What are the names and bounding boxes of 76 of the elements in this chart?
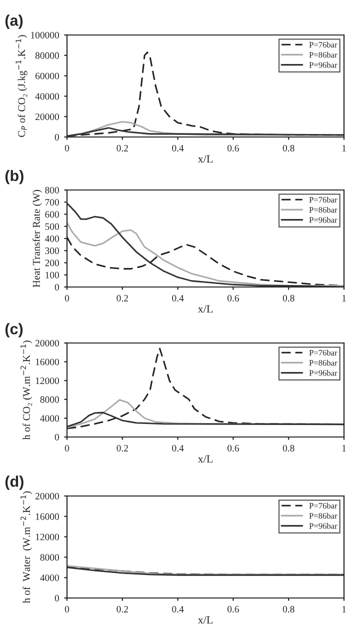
y-tick-label: 0 xyxy=(54,134,59,140)
x-tick-label: 0.2 xyxy=(116,294,128,302)
x-tick-label: 0.8 xyxy=(282,606,294,613)
y-axis-title: Heat Transfer Rate (W) xyxy=(32,190,42,288)
y-tick-label: 20000 xyxy=(35,492,59,500)
y-axis-title: h of Water (W.m$^{−2}$.K$^{−1}$) xyxy=(20,491,32,604)
x-tick-label: 0 xyxy=(64,606,70,612)
y-tick-label: 60000 xyxy=(35,72,59,80)
y-tick-label: 400 xyxy=(44,235,59,242)
y-tick-label: 16000 xyxy=(36,513,59,520)
y-tick-label: 20000 xyxy=(35,114,59,120)
chart-title: (b) xyxy=(5,170,24,184)
y-tick-label: 12000 xyxy=(36,534,59,540)
legend-label: P=76bar xyxy=(309,350,338,356)
chart-title: (a) xyxy=(5,14,23,29)
x-tick-label: 0 xyxy=(64,444,70,452)
y-tick-label: 4000 xyxy=(40,415,59,422)
y-tick-label: 80000 xyxy=(35,52,59,59)
legend-label: P=86bar xyxy=(309,512,338,519)
x-tick-label: 0.4 xyxy=(172,606,184,613)
x-tick-label: 0.6 xyxy=(227,606,239,613)
x-tick-label: 1 xyxy=(342,144,346,152)
legend-label: P=86bar xyxy=(309,206,338,213)
line-series xyxy=(67,412,344,428)
legend-label: P=76bar xyxy=(309,502,338,509)
x-axis-title: x/L xyxy=(198,455,213,463)
y-tick-label: 40000 xyxy=(35,93,59,100)
y-tick-label: 20000 xyxy=(35,340,59,346)
y-axis-title: C$_{P}$ of CO₂ (J.kg$^{−1}$.K$^{−1}$) xyxy=(16,35,28,137)
chart-title: (d) xyxy=(5,476,24,490)
y-axis-title: h of CO₂ (W.m$^{−2}$.K$^{−1}$) xyxy=(20,340,32,440)
legend-label: P=96bar xyxy=(309,62,338,68)
legend-label: P=96bar xyxy=(309,522,338,529)
legend-label: P=86bar xyxy=(309,52,338,58)
y-tick-label: 4000 xyxy=(40,574,59,582)
y-tick-label: 16000 xyxy=(36,358,59,366)
x-tick-label: 1 xyxy=(342,294,346,302)
y-tick-label: 0 xyxy=(54,594,59,602)
x-tick-label: 0.4 xyxy=(172,294,184,302)
x-tick-label: 1 xyxy=(342,606,346,612)
legend-label: P=76bar xyxy=(309,42,338,48)
y-tick-label: 100000 xyxy=(31,32,59,38)
x-tick-label: 0.2 xyxy=(116,444,128,452)
x-tick-label: 0.4 xyxy=(172,444,184,452)
x-tick-label: 0.8 xyxy=(282,294,294,302)
y-tick-label: 500 xyxy=(45,223,59,230)
legend-label: P=96bar xyxy=(309,370,338,376)
x-tick-label: 0.8 xyxy=(282,444,294,452)
chart-title: (c) xyxy=(5,323,23,338)
y-tick-label: 0 xyxy=(54,434,59,440)
y-tick-label: 300 xyxy=(45,248,59,254)
x-axis-title: x/L xyxy=(198,305,213,313)
y-tick-label: 200 xyxy=(45,260,59,266)
x-tick-label: 0 xyxy=(64,144,70,152)
x-tick-label: 1 xyxy=(342,444,346,452)
x-tick-label: 0 xyxy=(64,294,70,302)
x-tick-label: 0.8 xyxy=(282,144,294,152)
y-tick-label: 8000 xyxy=(40,554,59,561)
y-tick-label: 8000 xyxy=(40,396,59,403)
x-tick-label: 0.2 xyxy=(116,144,128,152)
y-tick-label: 800 xyxy=(45,186,59,194)
x-tick-label: 0.6 xyxy=(227,294,239,302)
y-tick-label: 600 xyxy=(45,211,59,218)
x-tick-label: 0.6 xyxy=(227,444,239,452)
x-tick-label: 0.2 xyxy=(116,606,128,613)
y-tick-label: 700 xyxy=(45,199,59,206)
legend-label: P=76bar xyxy=(309,196,338,203)
y-tick-label: 100 xyxy=(46,272,59,278)
x-axis-title: x/L xyxy=(198,155,213,163)
x-tick-label: 0.4 xyxy=(172,144,184,152)
legend-label: P=86bar xyxy=(309,360,338,366)
y-tick-label: 12000 xyxy=(36,378,59,384)
legend-label: P=96bar xyxy=(309,216,338,223)
x-axis-title: x/L xyxy=(198,616,213,624)
x-tick-label: 0.6 xyxy=(227,144,239,152)
y-tick-label: 0 xyxy=(54,284,59,290)
